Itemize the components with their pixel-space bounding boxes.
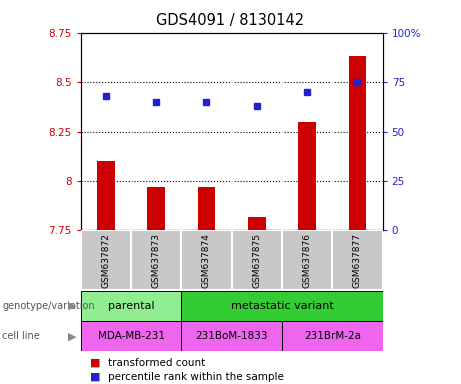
Text: genotype/variation: genotype/variation [2,301,95,311]
Bar [181,321,282,351]
Bar [181,291,383,321]
Bar [198,187,215,230]
Text: GSM637877: GSM637877 [353,233,362,288]
Text: GSM637876: GSM637876 [302,233,312,288]
Bar [332,230,383,290]
Text: parental: parental [108,301,154,311]
Bar [282,321,383,351]
Bar [81,291,181,321]
Text: GDS4091 / 8130142: GDS4091 / 8130142 [156,13,305,28]
Text: GSM637873: GSM637873 [152,233,161,288]
Bar [298,122,316,230]
Bar [97,161,115,230]
Text: ▶: ▶ [68,331,76,341]
Text: GSM637875: GSM637875 [252,233,261,288]
Text: transformed count: transformed count [108,358,206,368]
Bar [231,230,282,290]
Text: cell line: cell line [2,331,40,341]
Text: ■: ■ [90,358,100,368]
Bar [181,230,231,290]
Text: GSM637874: GSM637874 [202,233,211,288]
Text: ▶: ▶ [68,301,76,311]
Text: GSM637872: GSM637872 [101,233,110,288]
Bar [81,321,181,351]
Bar [148,187,165,230]
Bar [81,230,131,290]
Bar [131,230,181,290]
Text: 231BrM-2a: 231BrM-2a [304,331,361,341]
Text: metastatic variant: metastatic variant [230,301,333,311]
Text: percentile rank within the sample: percentile rank within the sample [108,372,284,382]
Bar [282,230,332,290]
Bar [349,56,366,230]
Bar [248,217,266,230]
Text: MDA-MB-231: MDA-MB-231 [97,331,165,341]
Text: 231BoM-1833: 231BoM-1833 [195,331,268,341]
Text: ■: ■ [90,372,100,382]
